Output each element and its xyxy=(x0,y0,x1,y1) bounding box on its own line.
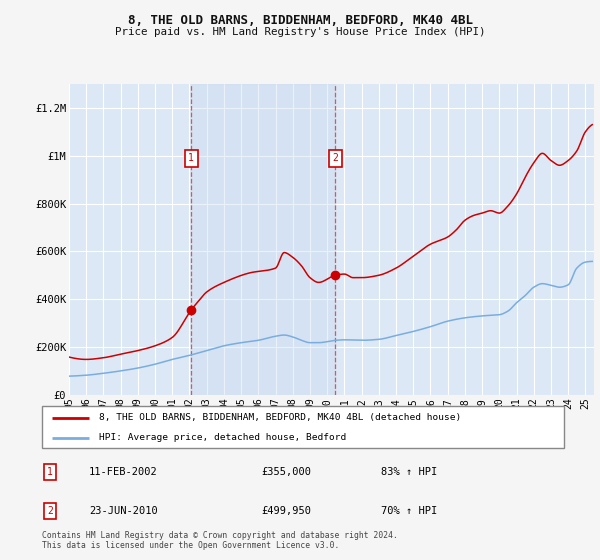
Text: £355,000: £355,000 xyxy=(261,467,311,477)
Text: Price paid vs. HM Land Registry's House Price Index (HPI): Price paid vs. HM Land Registry's House … xyxy=(115,27,485,37)
Text: HPI: Average price, detached house, Bedford: HPI: Average price, detached house, Bedf… xyxy=(100,433,347,442)
FancyBboxPatch shape xyxy=(42,406,564,448)
Text: 8, THE OLD BARNS, BIDDENHAM, BEDFORD, MK40 4BL: 8, THE OLD BARNS, BIDDENHAM, BEDFORD, MK… xyxy=(128,14,473,27)
Text: 2: 2 xyxy=(332,153,338,163)
Text: Contains HM Land Registry data © Crown copyright and database right 2024.
This d: Contains HM Land Registry data © Crown c… xyxy=(42,530,398,550)
Text: 11-FEB-2002: 11-FEB-2002 xyxy=(89,467,158,477)
Bar xyxy=(191,84,335,395)
Text: 23-JUN-2010: 23-JUN-2010 xyxy=(89,506,158,516)
Text: 70% ↑ HPI: 70% ↑ HPI xyxy=(382,506,437,516)
Text: 1: 1 xyxy=(47,467,53,477)
Text: 1: 1 xyxy=(188,153,194,163)
Text: 83% ↑ HPI: 83% ↑ HPI xyxy=(382,467,437,477)
Text: 8, THE OLD BARNS, BIDDENHAM, BEDFORD, MK40 4BL (detached house): 8, THE OLD BARNS, BIDDENHAM, BEDFORD, MK… xyxy=(100,413,461,422)
Text: £499,950: £499,950 xyxy=(261,506,311,516)
Text: 2: 2 xyxy=(47,506,53,516)
